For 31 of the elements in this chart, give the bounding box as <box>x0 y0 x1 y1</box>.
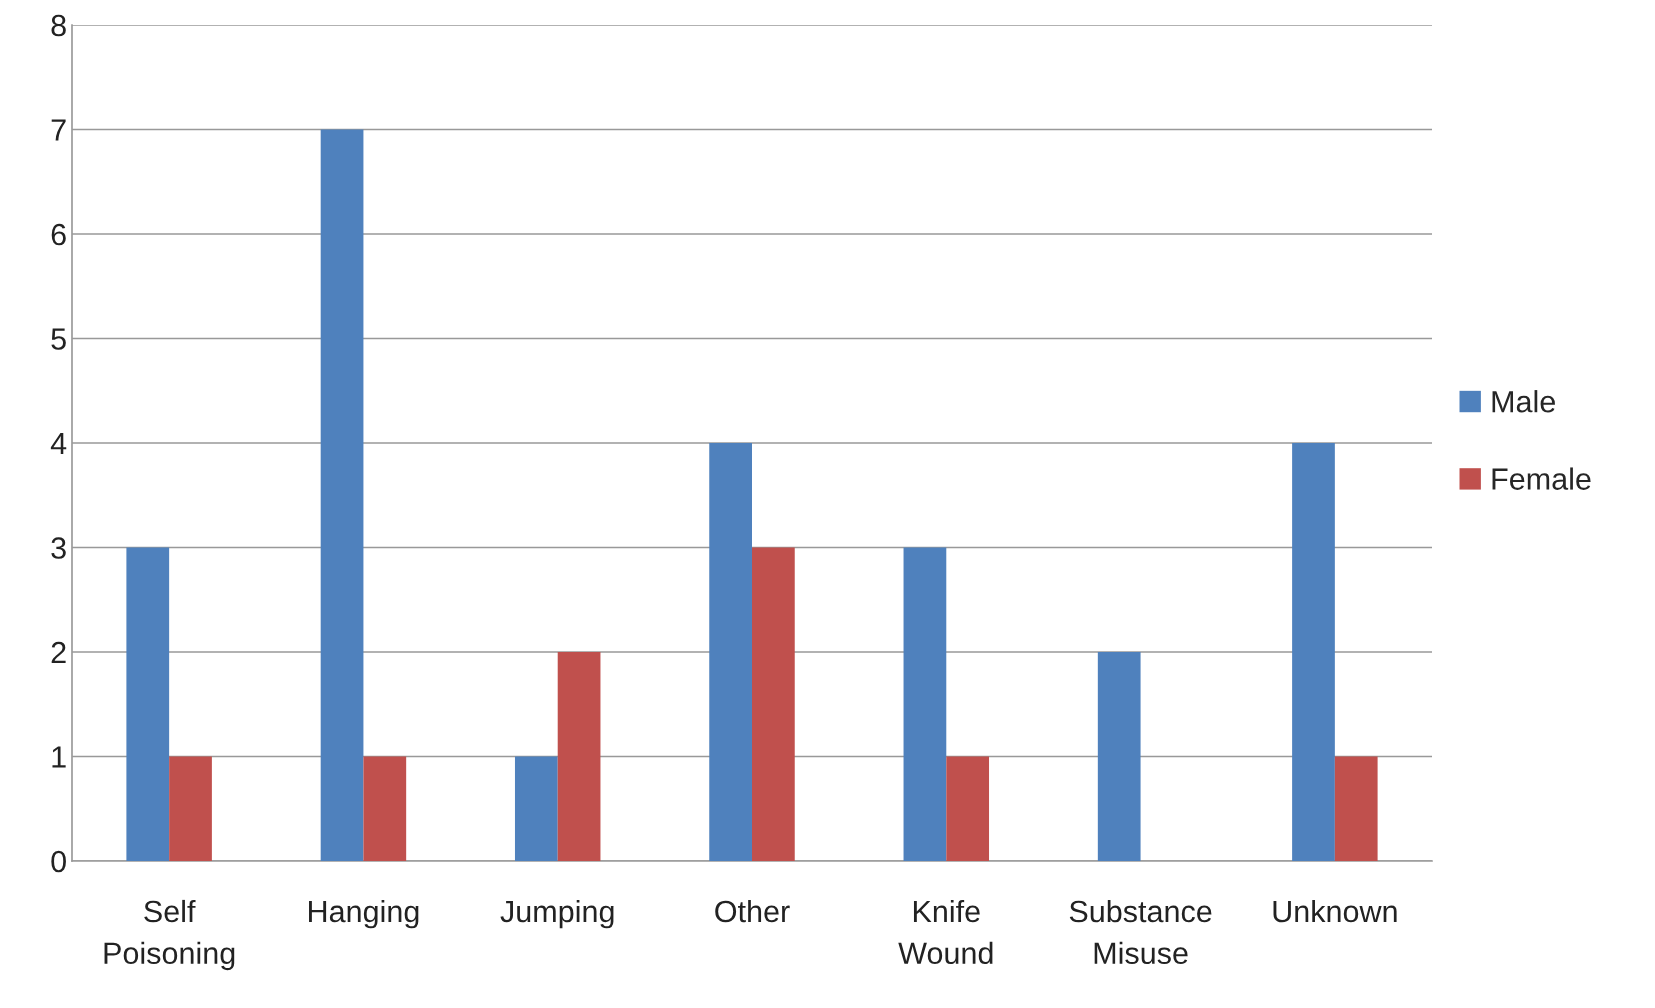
y-tick-label: 0 <box>51 850 66 873</box>
y-tick-label: 1 <box>52 746 66 768</box>
y-tick-label: 7 <box>51 119 66 141</box>
bar <box>126 547 170 861</box>
bar <box>514 756 558 861</box>
bar <box>1334 756 1378 861</box>
bar <box>946 756 990 861</box>
bar <box>903 547 947 861</box>
legend-label: Female <box>1492 467 1591 490</box>
y-tick-label: 8 <box>51 14 66 37</box>
y-tick-label: 3 <box>51 537 66 559</box>
bar <box>320 129 364 861</box>
legend-label: Male <box>1492 390 1555 413</box>
x-tick-label: Other <box>715 899 790 923</box>
x-tick-label: Self Poisoning <box>104 899 235 971</box>
x-tick-label: Unknown <box>1273 899 1397 923</box>
x-tick-label: Substance Misuse <box>1069 899 1212 965</box>
y-tick-label: 5 <box>51 328 66 350</box>
bar <box>1292 443 1335 861</box>
bar <box>709 443 752 861</box>
bar <box>557 652 601 861</box>
y-tick-label: 6 <box>51 223 66 246</box>
bar <box>752 547 795 861</box>
x-tick-label: Knife Wound <box>898 899 993 965</box>
bar <box>169 756 212 861</box>
bar <box>1097 652 1141 861</box>
y-tick-label: 2 <box>51 641 66 664</box>
bar <box>363 756 407 861</box>
y-tick-label: 4 <box>50 433 67 455</box>
x-tick-label: Jumping <box>500 899 614 929</box>
x-tick-label: Hanging <box>309 899 419 929</box>
